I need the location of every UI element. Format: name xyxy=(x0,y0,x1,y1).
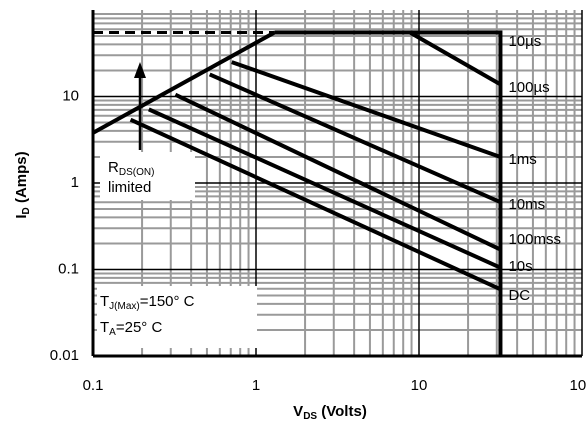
rds-label-sub: DS(ON) xyxy=(119,167,155,178)
ta-label-sub: A xyxy=(109,327,116,338)
soa-line xyxy=(231,60,502,159)
series-label: 100mss xyxy=(508,231,561,248)
series-label: 10s xyxy=(508,258,532,275)
series-label: DC xyxy=(508,287,530,304)
x-tick-label: 10 xyxy=(411,377,428,394)
series-label: 10ms xyxy=(508,196,545,213)
annotation-box xyxy=(97,286,257,348)
x-tick-label: 1 xyxy=(252,377,260,394)
soa-line xyxy=(147,107,502,270)
y-tick-label: 0.01 xyxy=(50,347,79,364)
ta-label: TA=25° C xyxy=(100,319,162,338)
y-axis-label-main: I xyxy=(13,214,30,218)
tj-label-rest: =150° C xyxy=(140,293,195,310)
y-axis-label-rest: (Amps) xyxy=(13,151,30,207)
series-label: 1ms xyxy=(508,151,536,168)
soa-line xyxy=(208,72,502,205)
series-label: 100µs xyxy=(508,79,549,96)
rds-label-main: R xyxy=(108,159,119,176)
y-axis-label: ID (Amps) xyxy=(13,151,32,218)
rds-limit-line xyxy=(92,30,276,135)
x-tick-label: 100 xyxy=(569,377,586,394)
y-tick-label: 1 xyxy=(71,174,79,191)
y-tick-label: 0.1 xyxy=(58,260,79,277)
ta-label-rest: =25° C xyxy=(116,319,163,336)
y-tick-label: 10 xyxy=(62,87,79,104)
annotation-box xyxy=(100,152,195,200)
rds-label-line2: limited xyxy=(108,179,151,196)
x-axis-label-main: V xyxy=(293,403,303,420)
tj-label-main: T xyxy=(100,293,109,310)
x-axis-label-sub: DS xyxy=(303,411,317,422)
x-axis-label: VDS (Volts) xyxy=(293,403,367,422)
ta-label-main: T xyxy=(100,319,109,336)
tj-label-sub: J(Max) xyxy=(109,301,140,312)
soa-line xyxy=(174,92,502,252)
soa-line xyxy=(129,117,502,292)
x-tick-label: 0.1 xyxy=(83,377,104,394)
series-label: 10µs xyxy=(508,33,541,50)
tj-label: TJ(Max)=150° C xyxy=(100,293,195,312)
soa-line xyxy=(408,30,502,87)
x-axis-label-rest: (Volts) xyxy=(317,403,367,420)
arrow-head xyxy=(134,62,146,78)
rds-label: RDS(ON) xyxy=(108,159,154,178)
y-axis-label-sub: D xyxy=(21,207,32,214)
